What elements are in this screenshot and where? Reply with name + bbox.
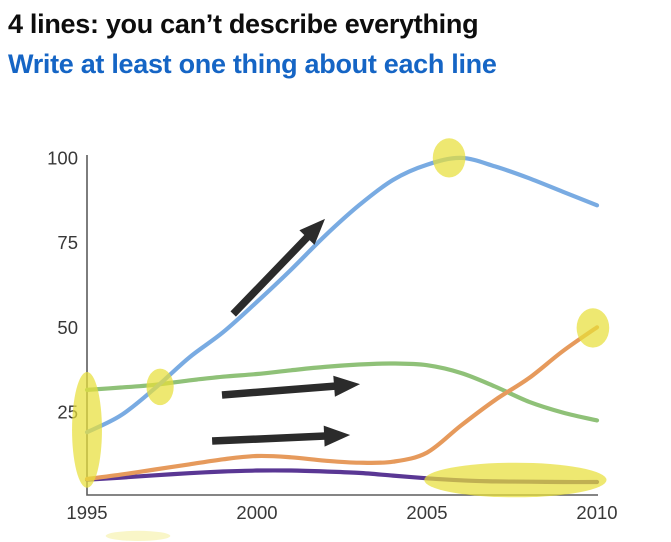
annotation-arrow-head-3 bbox=[323, 425, 351, 447]
y-tick-label: 100 bbox=[47, 147, 78, 168]
x-tick-label: 2010 bbox=[576, 502, 617, 523]
annotation-arrow-head-2 bbox=[333, 375, 361, 397]
series-line-orange bbox=[84, 325, 600, 482]
slide-title: 4 lines: you can’t describe everything bbox=[8, 9, 479, 39]
highlight-ellipse-3 bbox=[432, 138, 466, 178]
annotation-arrow-shaft-1 bbox=[230, 232, 313, 317]
annotation-arrow-shaft-2 bbox=[221, 382, 339, 399]
highlight-ellipse-2 bbox=[146, 368, 174, 406]
axes bbox=[86, 155, 598, 496]
annotation-arrow-head-1 bbox=[299, 218, 325, 245]
x-tick-label: 2000 bbox=[236, 502, 277, 523]
slide-subtitle: Write at least one thing about each line bbox=[8, 49, 497, 79]
x-tick-label: 2005 bbox=[406, 502, 447, 523]
y-tick-label: 75 bbox=[57, 232, 78, 253]
x-tick-label: 1995 bbox=[66, 502, 107, 523]
highlight-ellipse-6 bbox=[105, 530, 171, 541]
y-tick-label: 50 bbox=[57, 317, 78, 338]
annotation-arrow-shaft-3 bbox=[211, 432, 329, 445]
highlight-ellipse-4 bbox=[576, 308, 610, 348]
highlight-ellipse-1 bbox=[72, 371, 102, 488]
highlight-ellipse-5 bbox=[424, 462, 607, 498]
slide-header: 4 lines: you can’t describe everything W… bbox=[8, 4, 668, 84]
series-line-blue bbox=[84, 155, 600, 435]
